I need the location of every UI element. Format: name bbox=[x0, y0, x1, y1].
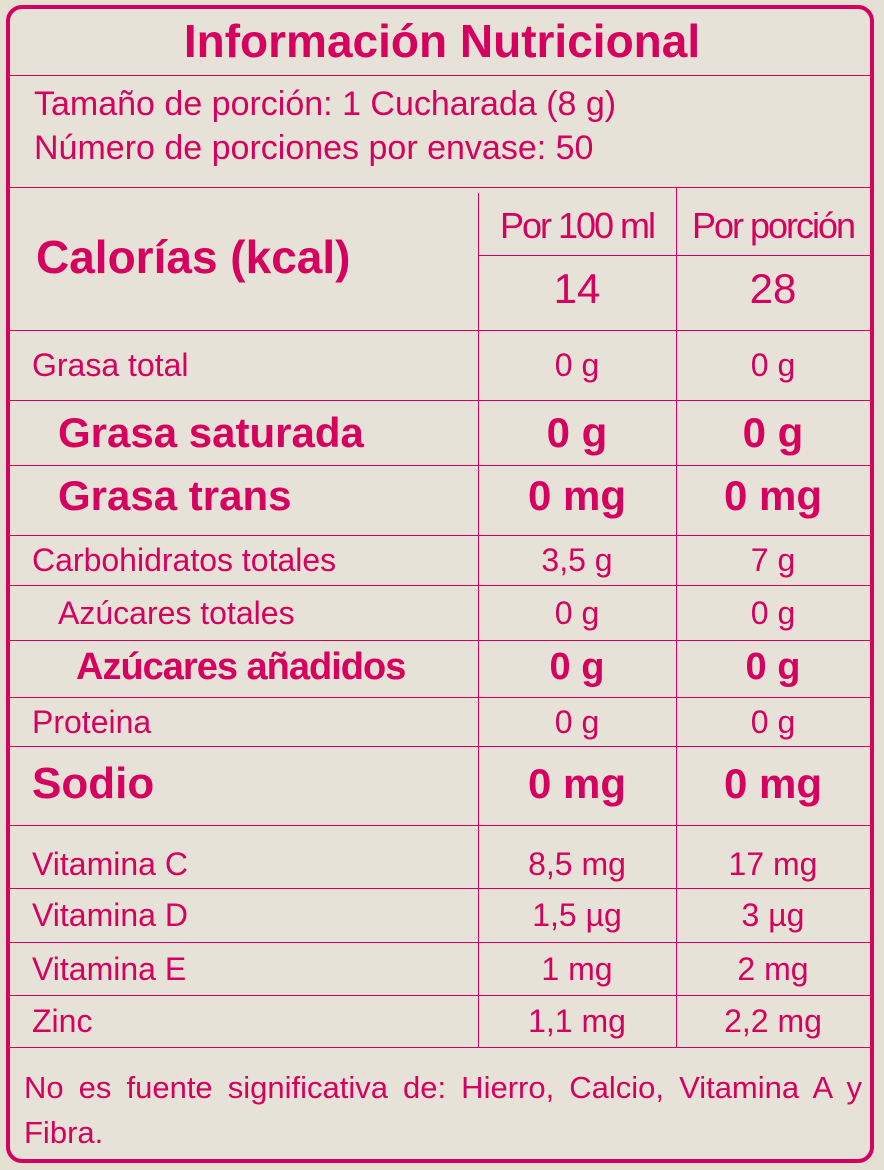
nutrient-label: Azúcares totales bbox=[58, 594, 295, 631]
nutrient-row: Grasa trans 0 mg 0 mg bbox=[10, 466, 874, 526]
divider bbox=[10, 75, 874, 76]
value-perportion: 0 mg bbox=[723, 472, 823, 519]
value-per100: 0 g bbox=[546, 409, 608, 456]
nutrient-label: Grasa total bbox=[32, 347, 189, 383]
nutrient-row: Carbohidratos totales 3,5 g 7 g bbox=[10, 536, 874, 585]
value-perportion: 0 g bbox=[745, 645, 801, 688]
nutrient-row: Vitamina C 8,5 mg 17 mg bbox=[10, 840, 874, 888]
value-perportion: 7 g bbox=[750, 542, 796, 578]
value-perportion: 0 g bbox=[750, 703, 796, 740]
divider bbox=[10, 187, 874, 188]
value-per100: 0 mg bbox=[527, 760, 627, 807]
nutrient-row: Vitamina E 1 mg 2 mg bbox=[10, 943, 874, 995]
value-per100: 1 mg bbox=[541, 950, 613, 987]
nutrient-row: Sodio 0 mg 0 mg bbox=[10, 747, 874, 821]
column-divider bbox=[478, 193, 479, 1048]
column-header-per100: Por 100 ml bbox=[499, 205, 656, 246]
value-per100: 0 g bbox=[549, 645, 605, 688]
nutrient-label: Vitamina E bbox=[32, 950, 187, 987]
label-title: Información Nutricional bbox=[183, 15, 701, 67]
value-perportion: 0 g bbox=[750, 594, 796, 631]
calories-label: Calorías (kcal) bbox=[36, 231, 351, 283]
calories-perportion: 28 bbox=[749, 265, 797, 312]
nutrient-label: Sodio bbox=[32, 759, 155, 808]
value-per100: 3,5 g bbox=[541, 542, 613, 578]
nutrient-row: Grasa total 0 g 0 g bbox=[10, 331, 874, 400]
nutrient-label: Vitamina C bbox=[32, 845, 188, 882]
column-header-perportion: Por porción bbox=[691, 205, 856, 246]
nutrient-row: Azúcares totales 0 g 0 g bbox=[10, 586, 874, 640]
value-per100: 0 g bbox=[554, 347, 600, 383]
value-perportion: 0 mg bbox=[723, 760, 823, 807]
value-perportion: 0 g bbox=[742, 409, 804, 456]
servings-per-container: Número de porciones por envase: 50 bbox=[34, 129, 594, 167]
value-perportion: 2,2 mg bbox=[724, 1003, 822, 1039]
nutrient-label: Carbohidratos totales bbox=[32, 542, 337, 578]
value-per100: 0 g bbox=[554, 594, 600, 631]
nutrient-row: Azúcares añadidos 0 g 0 g bbox=[10, 641, 874, 693]
value-per100: 0 g bbox=[554, 703, 600, 740]
nutrition-label bbox=[6, 5, 874, 1163]
nutrient-row: Grasa saturada 0 g 0 g bbox=[10, 401, 874, 465]
divider bbox=[478, 255, 874, 256]
value-per100: 0 mg bbox=[527, 472, 627, 519]
nutrient-label: Grasa saturada bbox=[58, 409, 364, 456]
value-perportion: 3 µg bbox=[741, 897, 805, 933]
nutrient-row: Proteina 0 g 0 g bbox=[10, 698, 874, 746]
nutrient-label: Vitamina D bbox=[32, 897, 188, 933]
value-per100: 1,1 mg bbox=[528, 1003, 626, 1039]
nutrient-row: Zinc 1,1 mg 2,2 mg bbox=[10, 996, 874, 1047]
nutrient-label: Azúcares añadidos bbox=[76, 645, 406, 688]
nutrient-label: Proteina bbox=[32, 703, 152, 740]
footnote: No es fuente significativa de: Hierro, C… bbox=[24, 1070, 862, 1150]
value-perportion: 2 mg bbox=[737, 950, 809, 987]
nutrient-label: Zinc bbox=[32, 1003, 93, 1039]
serving-size: Tamaño de porción: 1 Cucharada (8 g) bbox=[34, 85, 617, 123]
value-perportion: 17 mg bbox=[728, 845, 818, 882]
column-divider bbox=[676, 187, 677, 1048]
value-perportion: 0 g bbox=[750, 347, 796, 383]
value-per100: 1,5 µg bbox=[532, 897, 622, 933]
nutrient-label: Grasa trans bbox=[58, 472, 292, 519]
calories-per100: 14 bbox=[553, 265, 601, 312]
nutrient-row: Vitamina D 1,5 µg 3 µg bbox=[10, 889, 874, 942]
value-per100: 8,5 mg bbox=[528, 845, 626, 882]
